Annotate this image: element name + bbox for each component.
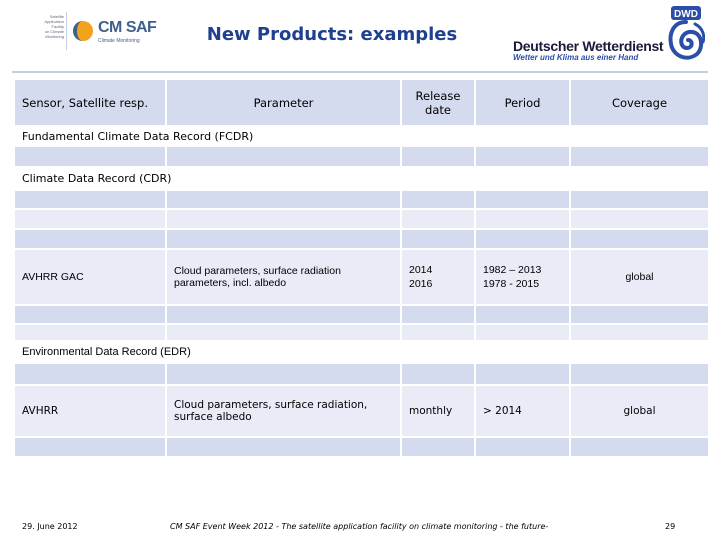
- table-cell: [165, 208, 402, 230]
- section-edr-label: Environmental Data Record (EDR): [13, 340, 710, 364]
- section-edr: Environmental Data Record (EDR): [13, 340, 710, 364]
- table-cell: [13, 145, 167, 168]
- cell-parameter: Cloud parameters, surface radiation, sur…: [165, 384, 402, 438]
- cell-parameter: Cloud parameters, surface radiation para…: [165, 248, 402, 306]
- table-row-avhrr: AVHRR Cloud parameters, surface radiatio…: [13, 384, 710, 438]
- page-number: 29: [665, 522, 676, 531]
- table-cell: [569, 323, 710, 342]
- table-row: [13, 228, 710, 250]
- header-divider: [12, 71, 708, 73]
- table-cell: [569, 362, 710, 386]
- table-cell: [569, 228, 710, 250]
- header-sensor: Sensor, Satellite resp.: [13, 78, 167, 127]
- header-parameter: Parameter: [165, 78, 402, 127]
- table-cell: [400, 436, 476, 458]
- table-cell: [13, 362, 167, 386]
- header-coverage: Coverage: [569, 78, 710, 127]
- cmsaf-small-line-4: on Climate: [44, 29, 64, 34]
- table-cell: [13, 228, 167, 250]
- header-period: Period: [474, 78, 571, 127]
- table-cell: [474, 189, 571, 210]
- table-cell: [13, 304, 167, 325]
- table-cell: [400, 323, 476, 342]
- table-header-row: Sensor, Satellite resp. Parameter Releas…: [13, 78, 710, 127]
- section-cdr-label: Climate Data Record (CDR): [13, 166, 710, 191]
- table-cell: [569, 189, 710, 210]
- table-cell: [474, 323, 571, 342]
- cell-sensor: AVHRR GAC: [13, 248, 167, 306]
- table-row: [13, 436, 710, 458]
- cell-coverage: global: [569, 248, 710, 306]
- cell-period: 1982 – 2013 1978 - 2015: [474, 248, 571, 306]
- table-cell: [13, 436, 167, 458]
- dwd-swirl-icon: DWD: [668, 6, 705, 60]
- table-cell: [474, 208, 571, 230]
- cmsaf-small-line-1: Satellite: [49, 14, 64, 19]
- table-cell: [569, 208, 710, 230]
- table-cell: [165, 436, 402, 458]
- table-cell: [400, 228, 476, 250]
- dwd-logo: Deutscher Wetterdienst Wetter und Klima …: [505, 6, 705, 66]
- section-cdr: Climate Data Record (CDR): [13, 166, 710, 191]
- table-row: [13, 323, 710, 342]
- table-cell: [400, 304, 476, 325]
- table-cell: [400, 189, 476, 210]
- table-cell: [569, 145, 710, 168]
- cell-release-date: monthly: [400, 384, 476, 438]
- table-cell: [165, 323, 402, 342]
- cell-period: > 2014: [474, 384, 571, 438]
- table-cell: [569, 304, 710, 325]
- table-cell: [474, 436, 571, 458]
- table-cell: [400, 362, 476, 386]
- page-title: New Products: examples: [206, 24, 458, 45]
- cmsaf-small-line-3: Facility: [51, 24, 64, 29]
- table-cell: [474, 145, 571, 168]
- dwd-slogan: Wetter und Klima aus einer Hand: [513, 53, 639, 62]
- products-table: Sensor, Satellite resp. Parameter Releas…: [13, 78, 710, 458]
- section-fcdr: Fundamental Climate Data Record (FCDR): [13, 125, 710, 147]
- cell-coverage: global: [569, 384, 710, 438]
- table-cell: [400, 208, 476, 230]
- table-row: [13, 145, 710, 168]
- table-cell: [165, 228, 402, 250]
- table-row: [13, 189, 710, 210]
- sun-icon: [73, 21, 93, 41]
- cmsaf-small-line-5: Monitoring: [45, 34, 64, 39]
- table-cell: [474, 304, 571, 325]
- table-cell: [165, 304, 402, 325]
- dwd-name: Deutscher Wetterdienst: [513, 38, 664, 54]
- table-cell: [13, 208, 167, 230]
- section-fcdr-label: Fundamental Climate Data Record (FCDR): [13, 125, 710, 147]
- periods: 1982 – 2013 1978 - 2015: [483, 264, 542, 290]
- footer-date: 29. June 2012: [22, 522, 78, 531]
- table-cell: [13, 323, 167, 342]
- cmsaf-brand: CM SAF: [98, 19, 157, 36]
- table-cell: [165, 145, 402, 168]
- table-row-avhrr-gac: AVHRR GAC Cloud parameters, surface radi…: [13, 248, 710, 306]
- footer-event: CM SAF Event Week 2012 - The satellite a…: [170, 522, 549, 531]
- dwd-badge: DWD: [674, 9, 698, 20]
- header-release-date: Release date: [400, 78, 476, 127]
- table-row: [13, 208, 710, 230]
- cmsaf-tagline: Climate Monitoring: [98, 38, 140, 44]
- table-cell: [569, 436, 710, 458]
- cmsaf-logo-divider: [66, 12, 67, 50]
- cmsaf-small-line-2: Application: [44, 19, 64, 24]
- table-cell: [400, 145, 476, 168]
- table-row: [13, 362, 710, 386]
- cell-release-date: 2014 2016: [400, 248, 476, 306]
- table-cell: [165, 189, 402, 210]
- table-cell: [474, 362, 571, 386]
- table-cell: [474, 228, 571, 250]
- table-cell: [165, 362, 402, 386]
- cmsaf-logo-small-text: Satellite Application Facility on Climat…: [20, 14, 64, 39]
- release-dates: 2014 2016: [409, 264, 433, 290]
- cell-sensor: AVHRR: [13, 384, 167, 438]
- cmsaf-logo: Satellite Application Facility on Climat…: [20, 12, 160, 52]
- table-cell: [13, 189, 167, 210]
- table-row: [13, 304, 710, 325]
